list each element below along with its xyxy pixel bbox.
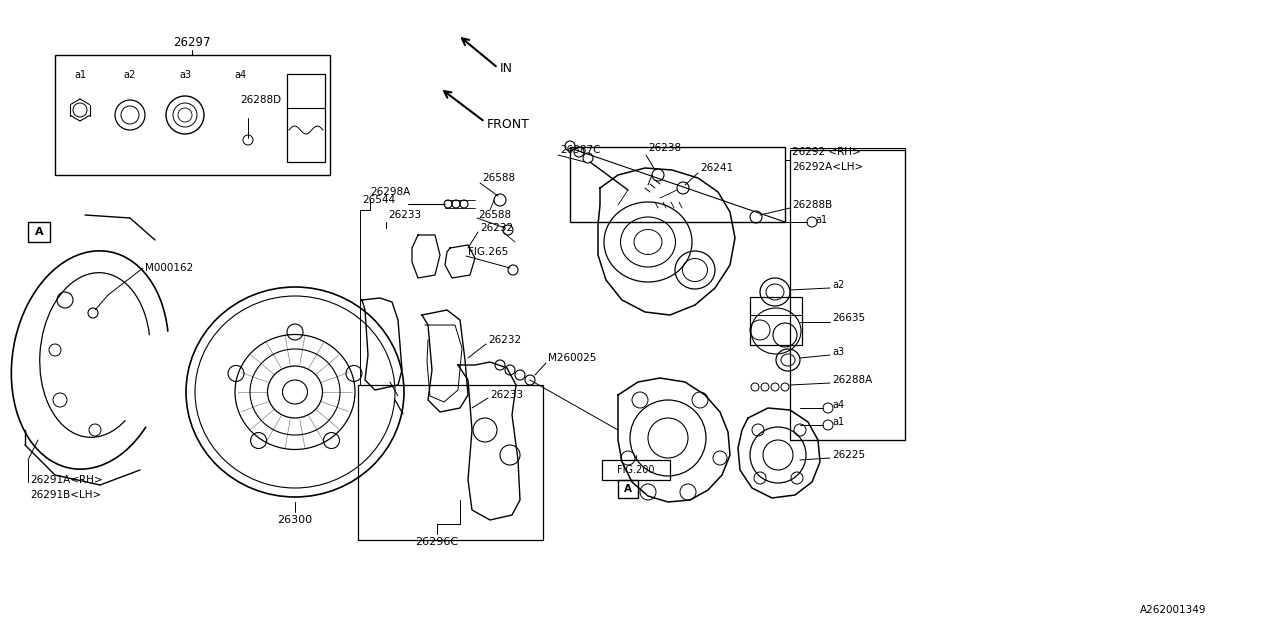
Text: 26296C: 26296C xyxy=(416,537,458,547)
Text: FRONT: FRONT xyxy=(486,118,530,131)
Text: M000162: M000162 xyxy=(145,263,193,273)
Text: 26292A<LH>: 26292A<LH> xyxy=(792,162,863,172)
Text: M260025: M260025 xyxy=(548,353,596,363)
Text: 26233: 26233 xyxy=(388,210,421,220)
Bar xyxy=(287,74,325,162)
Bar xyxy=(358,385,543,540)
Text: a2: a2 xyxy=(832,280,845,290)
Text: 26225: 26225 xyxy=(832,450,865,460)
Text: 26588: 26588 xyxy=(483,173,515,183)
Text: 26387C: 26387C xyxy=(561,145,600,155)
Text: 26588: 26588 xyxy=(477,210,511,220)
Bar xyxy=(570,147,785,222)
Text: 26288D: 26288D xyxy=(241,95,282,105)
Text: 26241: 26241 xyxy=(700,163,733,173)
Text: 26233: 26233 xyxy=(490,390,524,400)
Text: 26298A: 26298A xyxy=(370,187,411,197)
Text: 26292 <RH>: 26292 <RH> xyxy=(792,147,860,157)
Bar xyxy=(618,480,637,498)
Bar xyxy=(55,55,330,175)
Text: a1: a1 xyxy=(832,417,844,427)
Text: a4: a4 xyxy=(234,70,246,80)
Text: A262001349: A262001349 xyxy=(1140,605,1207,615)
Bar xyxy=(602,460,669,480)
Text: 26544: 26544 xyxy=(362,195,396,205)
Text: a1: a1 xyxy=(74,70,86,80)
Text: 26300: 26300 xyxy=(278,515,312,525)
Text: 26291B<LH>: 26291B<LH> xyxy=(29,490,101,500)
Text: IN: IN xyxy=(500,62,513,75)
Text: a4: a4 xyxy=(832,400,844,410)
Text: a2: a2 xyxy=(124,70,136,80)
Text: 26288A: 26288A xyxy=(832,375,872,385)
Text: FIG.265: FIG.265 xyxy=(468,247,508,257)
Bar xyxy=(28,222,50,242)
Text: 26288B: 26288B xyxy=(792,200,832,210)
Text: 26297: 26297 xyxy=(173,35,211,49)
Bar xyxy=(790,150,905,440)
Text: FIG.200: FIG.200 xyxy=(617,465,655,475)
Text: a1: a1 xyxy=(815,215,827,225)
Text: a3: a3 xyxy=(179,70,191,80)
Text: 26238: 26238 xyxy=(648,143,681,153)
Text: A: A xyxy=(625,484,632,494)
Text: 26291A<RH>: 26291A<RH> xyxy=(29,475,102,485)
Text: 26232: 26232 xyxy=(488,335,521,345)
Bar xyxy=(750,297,803,345)
Text: 26635: 26635 xyxy=(832,313,865,323)
Text: A: A xyxy=(35,227,44,237)
Text: 26232: 26232 xyxy=(480,223,513,233)
Text: a3: a3 xyxy=(832,347,844,357)
